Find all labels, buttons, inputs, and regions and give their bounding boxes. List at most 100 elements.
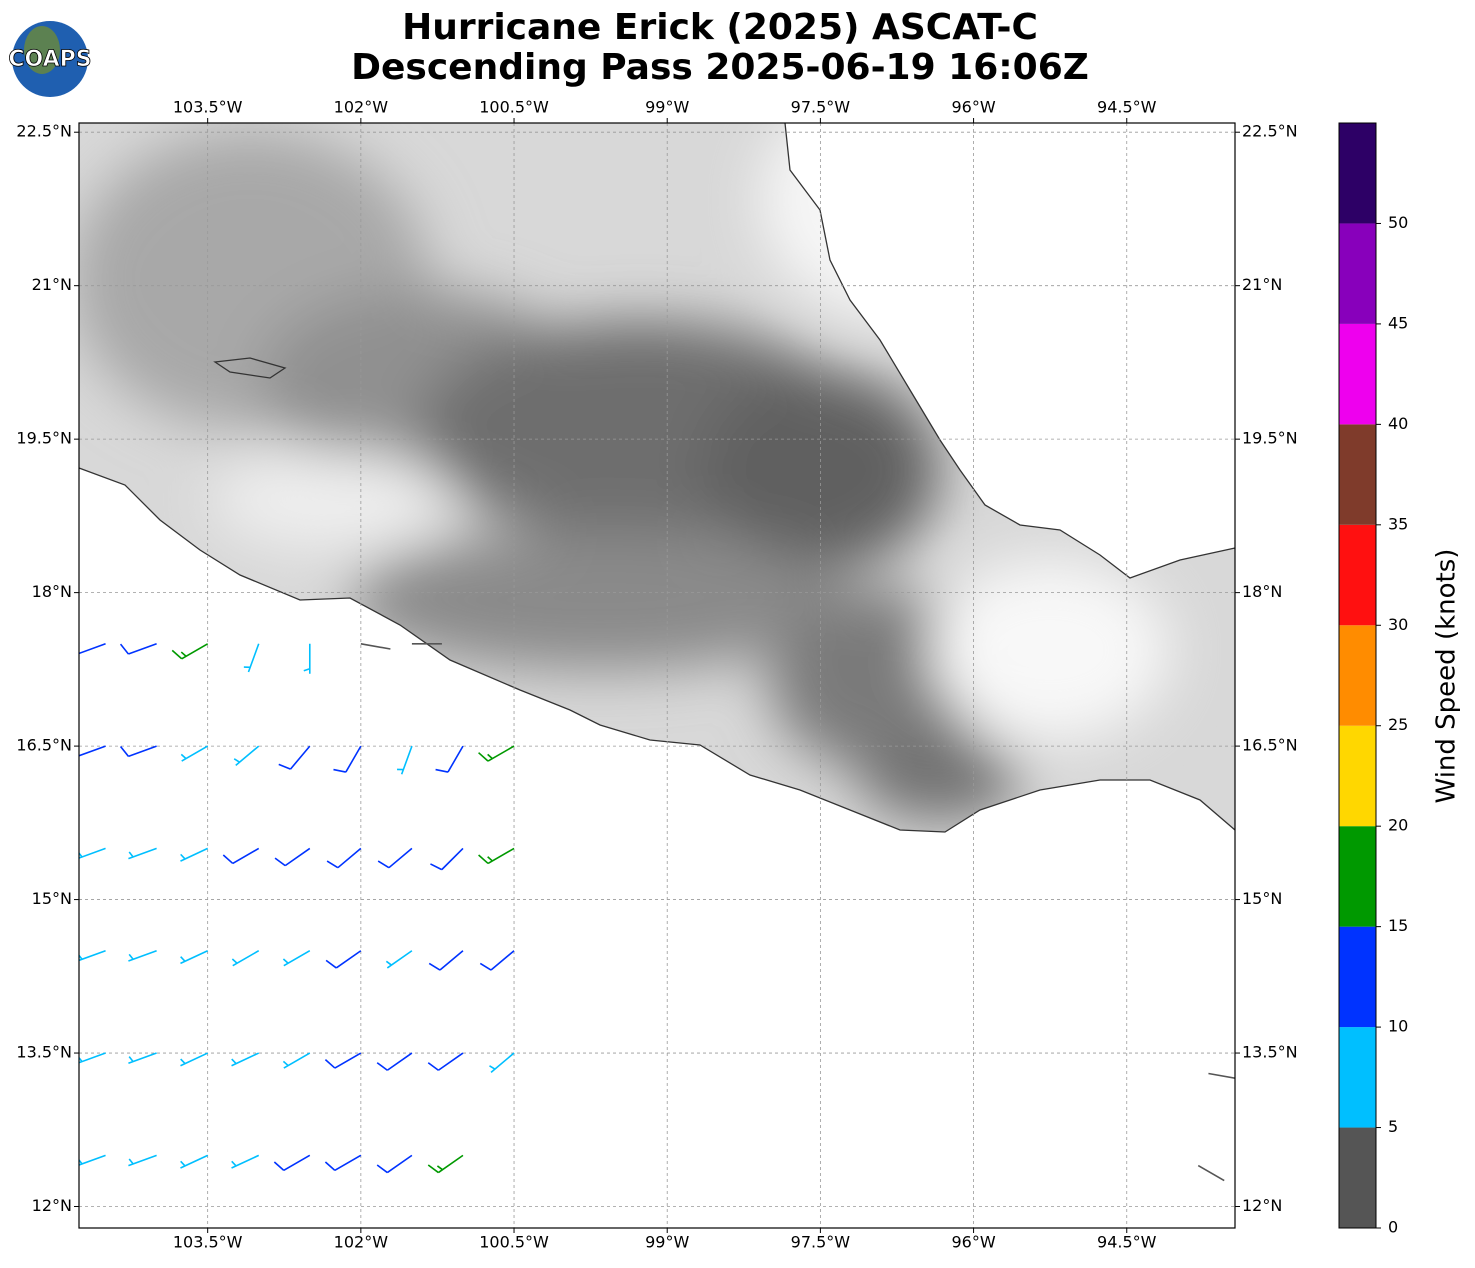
wind-barb — [79, 643, 106, 655]
coastline — [78, 122, 1236, 833]
wind-barb — [233, 745, 260, 766]
wind-barb — [478, 745, 515, 762]
x-tick-label: 97.5°W — [791, 98, 851, 117]
y-tick-label: 16.5°N — [1242, 736, 1298, 755]
y-tick-label: 21°N — [1242, 275, 1282, 294]
y-tick-label: 12°N — [32, 1196, 72, 1215]
colorbar-segment — [1339, 1027, 1376, 1128]
wind-barb — [79, 745, 106, 757]
wind-barb — [231, 1154, 260, 1169]
colorbar-tick-label: 40 — [1388, 414, 1408, 433]
wind-barb — [1208, 1072, 1235, 1079]
wind-barb — [360, 642, 391, 650]
y-tick-label: 21°N — [32, 275, 72, 294]
y-tick-label: 22.5°N — [1242, 122, 1298, 141]
colorbar-segment — [1339, 123, 1376, 224]
x-tick-label: 94.5°W — [1097, 98, 1157, 117]
terrain — [79, 123, 1235, 832]
colorbar-segment — [1339, 625, 1376, 726]
colorbar-segment — [1339, 725, 1376, 827]
wind-barb — [222, 847, 260, 865]
colorbar-tick-label: 10 — [1388, 1017, 1408, 1036]
x-tick-label: 102°W — [334, 98, 389, 117]
y-tick-label: 12°N — [1242, 1196, 1282, 1215]
colorbar-segment — [1339, 826, 1376, 927]
colorbar-segment — [1339, 323, 1376, 425]
y-tick-label: 19.5°N — [16, 429, 72, 448]
x-tick-label: 103.5°W — [173, 98, 243, 117]
wind-barb — [324, 1154, 362, 1172]
plot-frame — [78, 122, 1236, 1229]
wind-barb — [282, 1052, 311, 1069]
wind-barb — [478, 847, 515, 865]
y-tick-label: 16.5°N — [16, 736, 72, 755]
colorbar-label: Wind Speed (knots) — [1432, 549, 1462, 804]
title: Hurricane Erick (2025) ASCAT-C — [402, 7, 1038, 48]
wind-barb — [79, 847, 106, 859]
colorbar-tick-label: 15 — [1388, 916, 1408, 935]
wind-barb — [128, 1154, 157, 1167]
colorbar-tick-label: 45 — [1388, 313, 1408, 332]
wind-barb — [180, 745, 209, 762]
wind-barb — [385, 950, 413, 969]
wind-barb — [489, 1052, 515, 1073]
x-tick-label: 94.5°W — [1097, 1233, 1157, 1252]
y-tick-label: 22.5°N — [16, 122, 72, 141]
wind-barb — [79, 1154, 106, 1166]
wind-barb — [243, 643, 260, 673]
logo: COAPS — [8, 21, 92, 97]
x-tick-label: 99°W — [645, 1233, 689, 1252]
y-tick-label: 15°N — [1242, 889, 1282, 908]
wind-barb — [274, 847, 311, 867]
wind-barb — [479, 950, 515, 971]
y-tick-label: 13.5°N — [16, 1043, 72, 1062]
logo-text: COAPS — [8, 47, 91, 72]
wind-barb — [231, 1052, 260, 1067]
wind-barb — [231, 950, 260, 967]
colorbar-tick-label: 5 — [1388, 1117, 1398, 1136]
colorbar-segment — [1339, 524, 1376, 626]
colorbar-tick-label: 25 — [1388, 715, 1408, 734]
wind-barb — [1197, 1164, 1225, 1182]
colorbar-segment — [1339, 1127, 1376, 1228]
y-tick-label: 18°N — [1242, 582, 1282, 601]
x-tick-label: 102°W — [334, 1233, 389, 1252]
wind-barb — [79, 1052, 106, 1064]
colorbar-tick-label: 20 — [1388, 816, 1408, 835]
y-tick-label: 19.5°N — [1242, 429, 1298, 448]
colorbar-tick-label: 35 — [1388, 514, 1408, 533]
wind-barb — [119, 745, 157, 758]
wind-barb — [427, 1052, 464, 1071]
wind-barb — [79, 949, 106, 962]
wind-barb — [376, 1052, 413, 1071]
wind-barb — [128, 949, 157, 962]
wind-barb — [180, 1154, 209, 1169]
wind-barb — [376, 1154, 413, 1174]
colorbar-segment — [1339, 926, 1376, 1028]
x-tick-label: 99°W — [645, 98, 689, 117]
wind-barb — [377, 847, 413, 869]
wind-barb — [119, 643, 157, 655]
colorbar-tick-label: 30 — [1388, 615, 1408, 634]
wind-barb — [427, 1154, 464, 1174]
wind-barb — [180, 847, 209, 862]
wind-barb — [180, 1052, 209, 1067]
colorbar-tick-label: 50 — [1388, 213, 1408, 232]
x-tick-label: 97.5°W — [791, 1233, 851, 1252]
wind-barb — [428, 950, 464, 971]
wind-barb — [326, 847, 362, 869]
wind-barb — [278, 745, 311, 770]
x-tick-label: 103.5°W — [173, 1233, 243, 1252]
colorbar-segment — [1339, 223, 1376, 324]
wind-barb — [128, 1052, 157, 1065]
wind-barb — [180, 950, 209, 965]
y-tick-label: 18°N — [32, 582, 72, 601]
wind-barb — [324, 1052, 362, 1069]
wind-barb — [333, 745, 362, 773]
colorbar-frame — [1338, 122, 1377, 1229]
subtitle: Descending Pass 2025-06-19 16:06Z — [351, 47, 1089, 88]
wind-barb — [171, 643, 209, 660]
wind-barb — [430, 847, 464, 871]
